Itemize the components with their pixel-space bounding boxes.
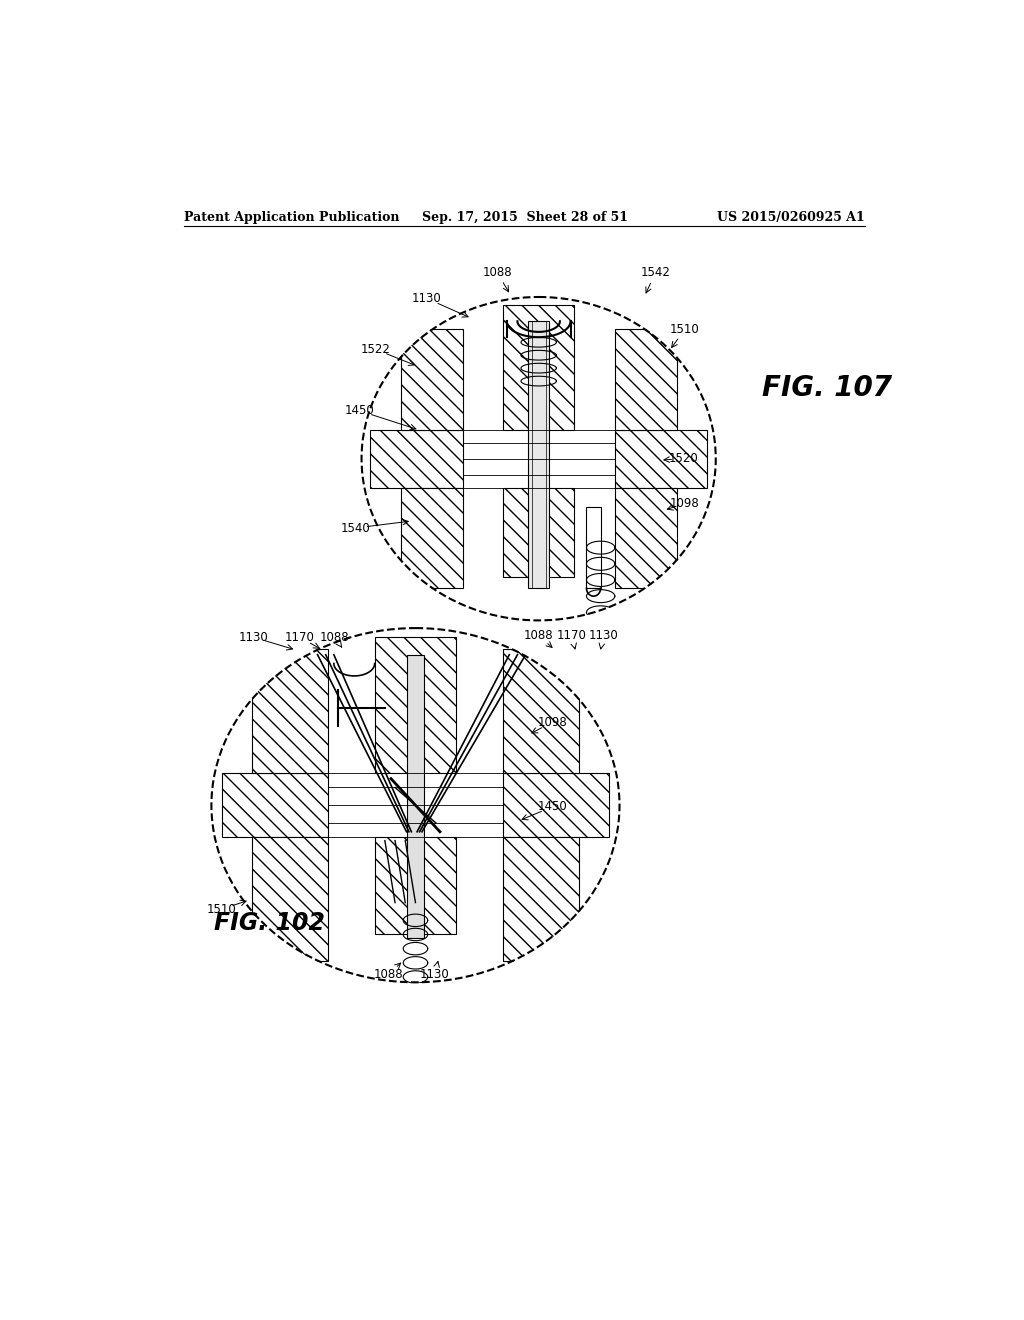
- Text: Patent Application Publication: Patent Application Publication: [184, 211, 400, 224]
- Bar: [252, 649, 328, 774]
- Text: 1450: 1450: [538, 800, 567, 813]
- Text: 1542: 1542: [641, 265, 671, 279]
- Text: 1098: 1098: [538, 715, 567, 729]
- Bar: [614, 330, 677, 429]
- Bar: [503, 305, 574, 429]
- Text: Sep. 17, 2015  Sheet 28 of 51: Sep. 17, 2015 Sheet 28 of 51: [422, 211, 628, 224]
- Bar: [503, 837, 579, 961]
- Text: 1130: 1130: [412, 292, 442, 305]
- Text: 1170: 1170: [557, 630, 587, 643]
- Text: 1130: 1130: [589, 630, 618, 643]
- Text: US 2015/0260925 A1: US 2015/0260925 A1: [718, 211, 865, 224]
- Text: 1088: 1088: [482, 265, 512, 279]
- Text: 1450: 1450: [345, 404, 375, 417]
- Ellipse shape: [211, 628, 620, 982]
- Text: FIG. 107: FIG. 107: [762, 374, 892, 403]
- Bar: [614, 429, 707, 488]
- Text: FIG. 102: FIG. 102: [214, 911, 325, 936]
- Text: 1170: 1170: [285, 631, 315, 644]
- Bar: [408, 655, 424, 939]
- Text: 1520: 1520: [669, 453, 698, 465]
- Bar: [528, 321, 549, 589]
- Text: 1088: 1088: [374, 968, 403, 981]
- Bar: [400, 488, 463, 589]
- Text: 1088: 1088: [524, 630, 554, 643]
- Ellipse shape: [361, 297, 716, 620]
- Bar: [400, 330, 463, 429]
- Bar: [375, 638, 457, 774]
- Text: 1522: 1522: [360, 343, 390, 356]
- Bar: [252, 837, 328, 961]
- Bar: [371, 429, 463, 488]
- Bar: [503, 649, 579, 774]
- Bar: [375, 837, 457, 935]
- Text: 1510: 1510: [207, 903, 237, 916]
- Text: 1130: 1130: [239, 631, 268, 644]
- Bar: [503, 774, 609, 837]
- Text: 1088: 1088: [319, 631, 349, 644]
- Bar: [503, 488, 574, 577]
- Text: 1540: 1540: [341, 521, 371, 535]
- Text: 1510: 1510: [670, 323, 699, 335]
- Text: 1130: 1130: [420, 968, 450, 981]
- Bar: [221, 774, 328, 837]
- Bar: [587, 507, 601, 589]
- Bar: [614, 488, 677, 589]
- Text: 1098: 1098: [670, 496, 699, 510]
